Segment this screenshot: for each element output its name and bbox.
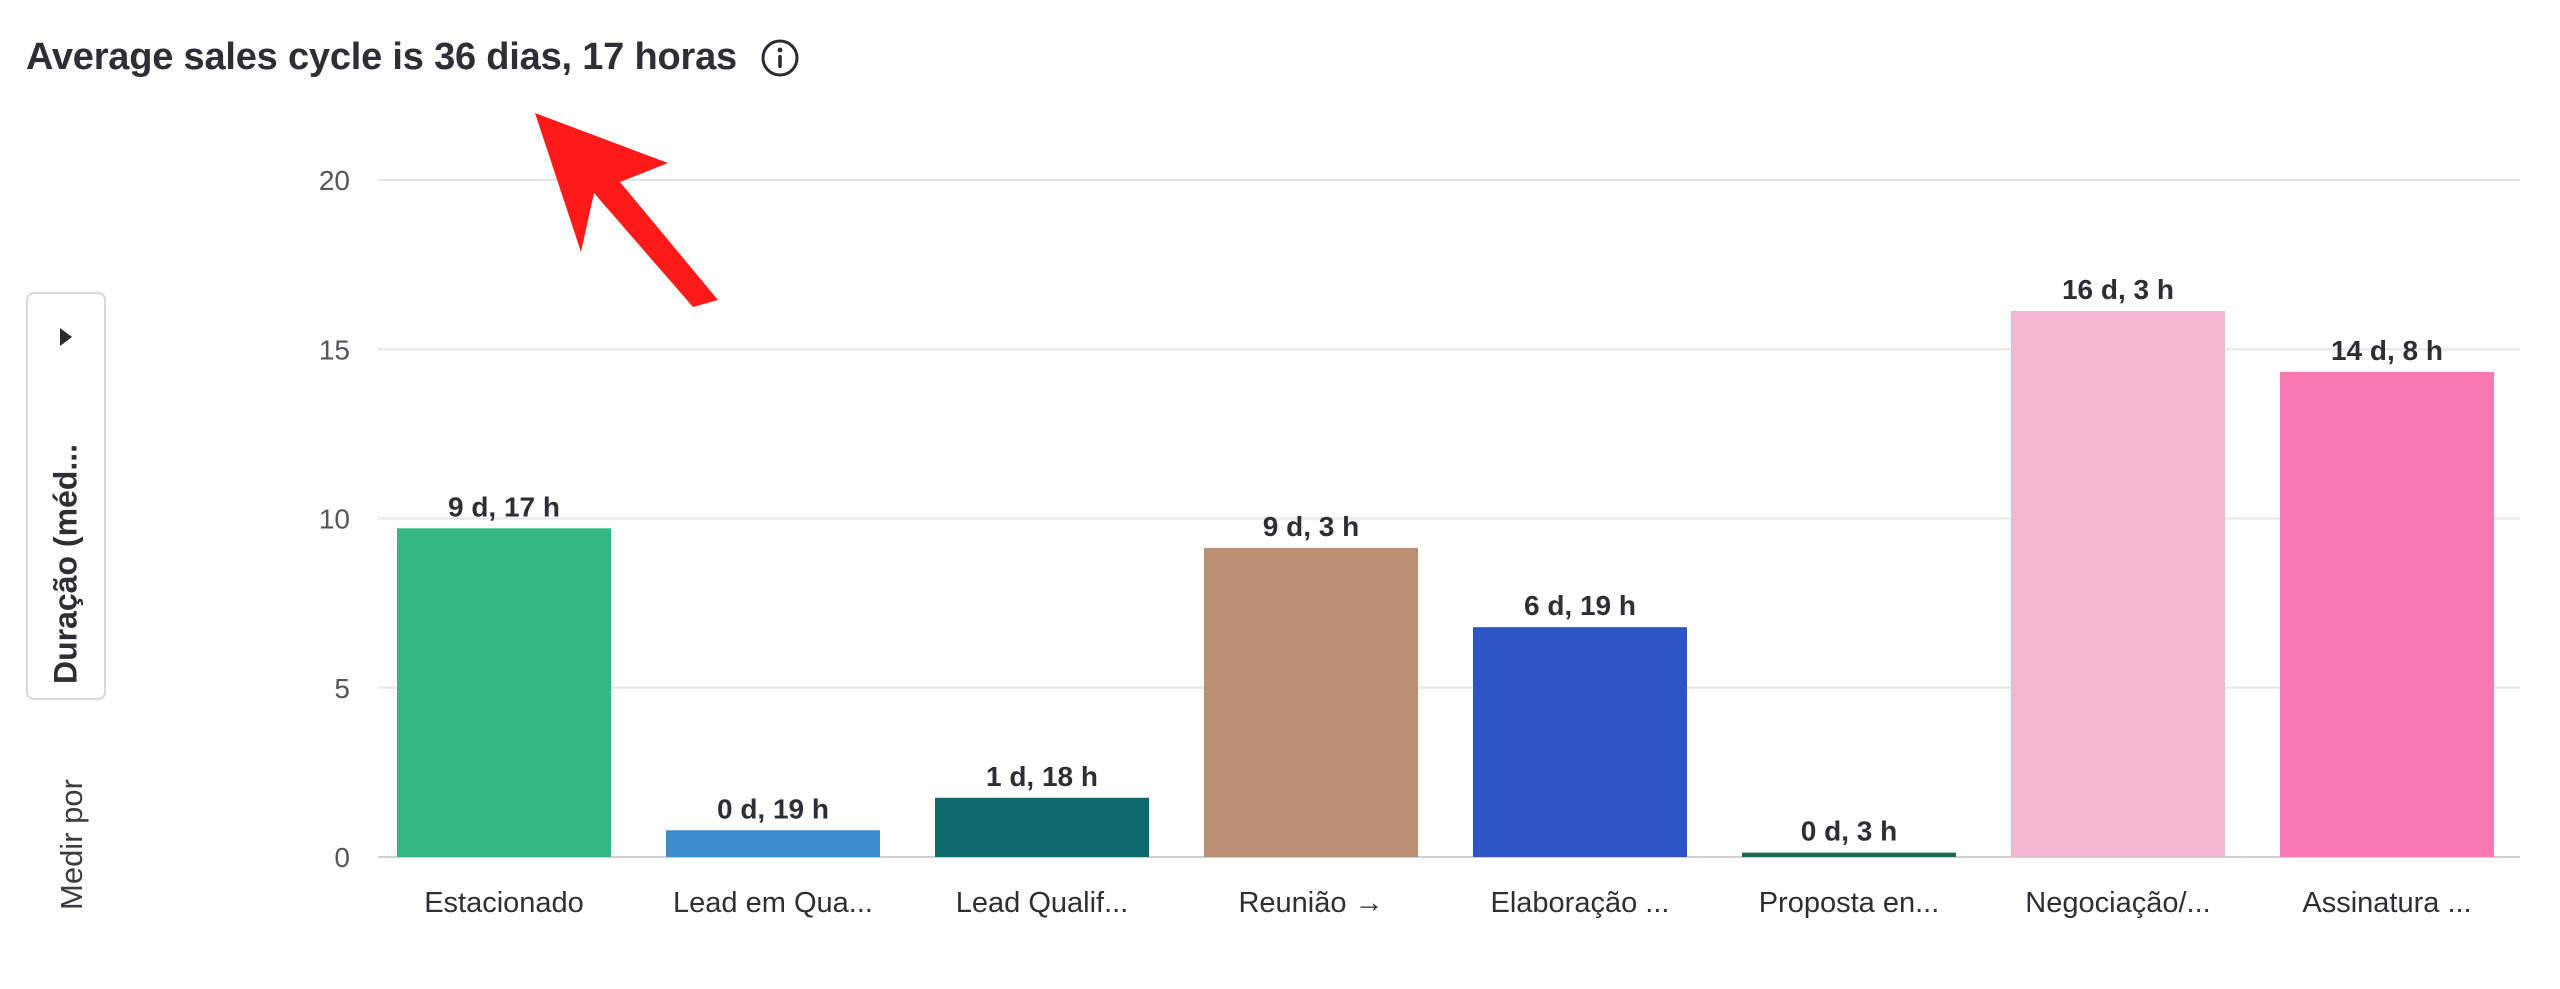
page-title: Average sales cycle is 36 dias, 17 horas bbox=[26, 36, 737, 78]
chart-header: Average sales cycle is 36 dias, 17 horas bbox=[26, 36, 801, 79]
y-tick-label: 15 bbox=[319, 334, 350, 365]
bars bbox=[397, 310, 2494, 857]
bar-value-label: 14 d, 8 h bbox=[2331, 335, 2443, 366]
bar[interactable] bbox=[2280, 371, 2494, 857]
bar[interactable] bbox=[666, 830, 880, 857]
y-tick-label: 20 bbox=[319, 165, 350, 196]
bar-value-label: 0 d, 19 h bbox=[717, 793, 829, 824]
info-icon[interactable] bbox=[759, 37, 801, 79]
measure-select[interactable]: Duração (méd... bbox=[26, 292, 106, 700]
arrow-pointer-icon bbox=[535, 113, 718, 307]
bar[interactable] bbox=[935, 797, 1149, 857]
bar[interactable] bbox=[397, 528, 611, 857]
y-tick-label: 10 bbox=[319, 504, 350, 535]
x-category-label: Proposta en... bbox=[1759, 887, 1940, 919]
bar[interactable] bbox=[2011, 310, 2225, 857]
y-tick-label: 5 bbox=[334, 673, 350, 704]
bar-value-label: 6 d, 19 h bbox=[1524, 590, 1636, 621]
bar[interactable] bbox=[1204, 547, 1418, 857]
bar-value-label: 16 d, 3 h bbox=[2062, 274, 2174, 305]
x-category-label: Lead Qualif... bbox=[956, 887, 1129, 919]
y-axis-ticks: 0 5 10 15 20 bbox=[319, 165, 350, 873]
bar-value-label: 1 d, 18 h bbox=[986, 761, 1098, 792]
x-category-label: Reunião → bbox=[1238, 887, 1383, 919]
bar[interactable] bbox=[1473, 627, 1687, 857]
bar-value-label: 9 d, 3 h bbox=[1263, 511, 1359, 542]
category-labels: Estacionado Lead em Qua... Lead Qualif... R… bbox=[424, 887, 2471, 919]
x-category-label: Elaboração ... bbox=[1491, 887, 1670, 919]
x-category-label: Estacionado bbox=[424, 887, 584, 919]
bar[interactable] bbox=[1742, 852, 1956, 857]
x-category-label: Lead em Qua... bbox=[673, 887, 873, 919]
y-tick-label: 0 bbox=[334, 842, 350, 873]
x-category-label: Assinatura ... bbox=[2302, 887, 2471, 919]
caret-right-icon bbox=[60, 328, 72, 346]
x-category-label: Negociação/... bbox=[2025, 887, 2210, 919]
bar-value-label: 0 d, 3 h bbox=[1801, 816, 1897, 847]
bar-value-label: 9 d, 17 h bbox=[448, 491, 560, 522]
data-labels: 9 d, 17 h 0 d, 19 h 1 d, 18 h 9 d, 3 h 6 d, … bbox=[448, 274, 2443, 847]
